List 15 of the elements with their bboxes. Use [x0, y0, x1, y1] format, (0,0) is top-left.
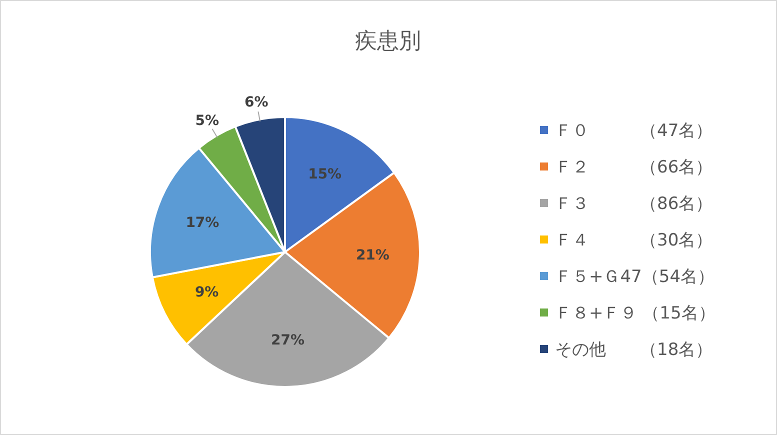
chart-title: 疾患別	[355, 29, 421, 54]
legend-label: Ｆ２ （66名）	[555, 157, 713, 178]
data-label: 6%	[244, 94, 268, 111]
legend-label: Ｆ８+Ｆ９ （15名）	[555, 303, 716, 324]
legend-label: Ｆ４ （30名）	[555, 230, 713, 250]
data-label: 15%	[308, 166, 342, 183]
legend-label: その他 （18名）	[555, 340, 713, 360]
legend-label: Ｆ０ （47名）	[555, 120, 713, 141]
data-label: 9%	[194, 284, 219, 301]
data-label: 5%	[195, 113, 220, 130]
data-label: 17%	[186, 215, 220, 232]
legend-label: Ｆ３ （86名）	[555, 194, 713, 214]
data-label: 27%	[271, 332, 305, 349]
legend-label: Ｆ５+Ｇ47（54名）	[555, 266, 715, 287]
data-label: 21%	[356, 248, 390, 264]
